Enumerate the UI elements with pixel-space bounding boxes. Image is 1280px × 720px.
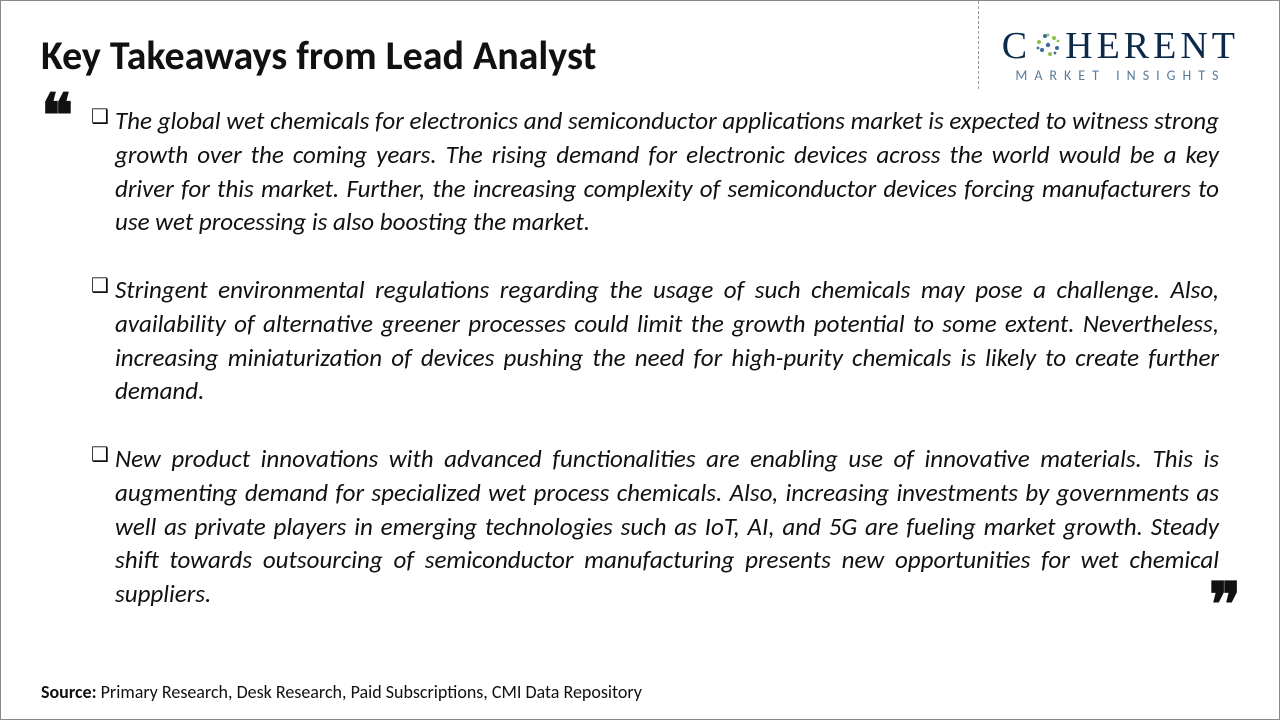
list-item: New product innovations with advanced fu… xyxy=(91,442,1219,611)
header: Key Takeaways from Lead Analyst C xyxy=(41,31,1239,84)
content-area: ❝ The global wet chemicals for electroni… xyxy=(41,104,1239,611)
close-quote-icon: ❞ xyxy=(1209,587,1241,623)
list-item: Stringent environmental regulations rega… xyxy=(91,273,1219,408)
page-title: Key Takeaways from Lead Analyst xyxy=(41,31,596,80)
brand-logo: C xyxy=(1002,27,1239,84)
logo-text-left: C xyxy=(1002,27,1031,65)
takeaways-list: The global wet chemicals for electronics… xyxy=(91,104,1219,611)
header-divider xyxy=(978,1,979,89)
globe-icon xyxy=(1033,29,1063,67)
source-line: Source: Primary Research, Desk Research,… xyxy=(41,681,642,703)
logo-text-right: HERENT xyxy=(1065,27,1239,65)
logo-line2: MARKET INSIGHTS xyxy=(1002,67,1239,84)
list-item: The global wet chemicals for electronics… xyxy=(91,104,1219,239)
source-label: Source: xyxy=(41,681,97,703)
logo-line1: C xyxy=(1002,27,1239,65)
slide-page: Key Takeaways from Lead Analyst C xyxy=(1,1,1279,719)
open-quote-icon: ❝ xyxy=(41,98,73,134)
source-text: Primary Research, Desk Research, Paid Su… xyxy=(97,681,642,703)
